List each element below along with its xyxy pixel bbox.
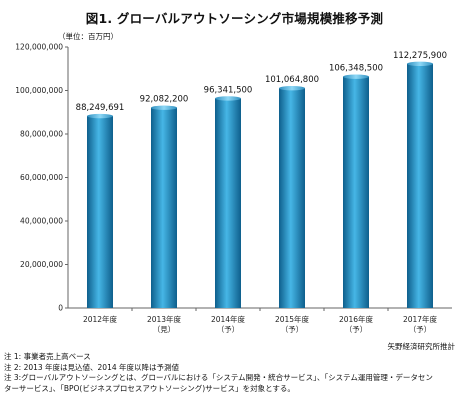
y-tick-label: 100,000,000 [15, 86, 63, 95]
bar [151, 107, 177, 308]
bar [279, 88, 305, 309]
bar [87, 116, 113, 309]
x-tick-label: （予） [409, 325, 432, 334]
bar-top [87, 113, 113, 119]
note-2: 注 2: 2013 年度は見込値、2014 年度以降は予測値 [4, 362, 180, 372]
value-label: 92,082,200 [140, 95, 189, 105]
note-1: 注 1: 事業者売上高ベース [4, 352, 91, 361]
note-3-continued: ターサービス」、「BPO(ビジネスプロセスアウトソーシング)サービス」を対象とす… [4, 383, 295, 393]
x-tick-label: 2013年度 [147, 314, 182, 324]
bar-top [279, 85, 305, 91]
y-tick-label: 0 [58, 304, 63, 313]
bar-chart: 0 20,000,000 40,000,000 60,000,000 80,000,00… [15, 43, 452, 334]
value-label: 106,348,500 [329, 64, 383, 74]
notes: 注 1: 事業者売上高ベース 注 2: 2013 年度は見込値、2014 年度以… [4, 352, 464, 394]
x-tick-label: （見） [153, 325, 176, 334]
bar [343, 76, 369, 308]
bar [215, 98, 241, 308]
note-3: 注 3:グローバルアウトソーシングとは、グローバルにおける「システム開発・統合サ… [4, 373, 433, 382]
value-label: 112,275,900 [393, 51, 447, 61]
value-label: 96,341,500 [204, 85, 253, 95]
y-tick-label: 80,000,000 [20, 130, 63, 139]
y-tick-label: 120,000,000 [15, 43, 63, 52]
y-tick-label: 20,000,000 [20, 260, 63, 269]
x-tick-label: 2015年度 [275, 314, 310, 324]
x-tick-label: 2014年度 [211, 314, 246, 324]
bar-top [215, 96, 241, 101]
bar-top [407, 61, 433, 66]
x-tick-label: 2017年度 [403, 314, 438, 324]
source-note: 矢野経済研究所推計 [387, 342, 456, 351]
bar-top [343, 74, 369, 79]
y-tick-label: 60,000,000 [20, 173, 63, 182]
x-tick-label: （予） [345, 325, 368, 334]
x-tick-label: （予） [217, 325, 240, 334]
bar [407, 63, 433, 308]
chart-title: 図1. グローバルアウトソーシング市場規模推移予測 [85, 11, 384, 26]
bar-top [151, 105, 177, 110]
x-tick-label: 2016年度 [339, 314, 374, 324]
x-tick-label: 2012年度 [83, 314, 118, 324]
unit-label: （単位：百万円） [58, 32, 118, 41]
value-label: 101,064,800 [265, 75, 319, 85]
x-tick-label: （予） [281, 325, 304, 334]
y-tick-label: 40,000,000 [20, 217, 63, 226]
value-label: 88,249,691 [76, 103, 125, 113]
